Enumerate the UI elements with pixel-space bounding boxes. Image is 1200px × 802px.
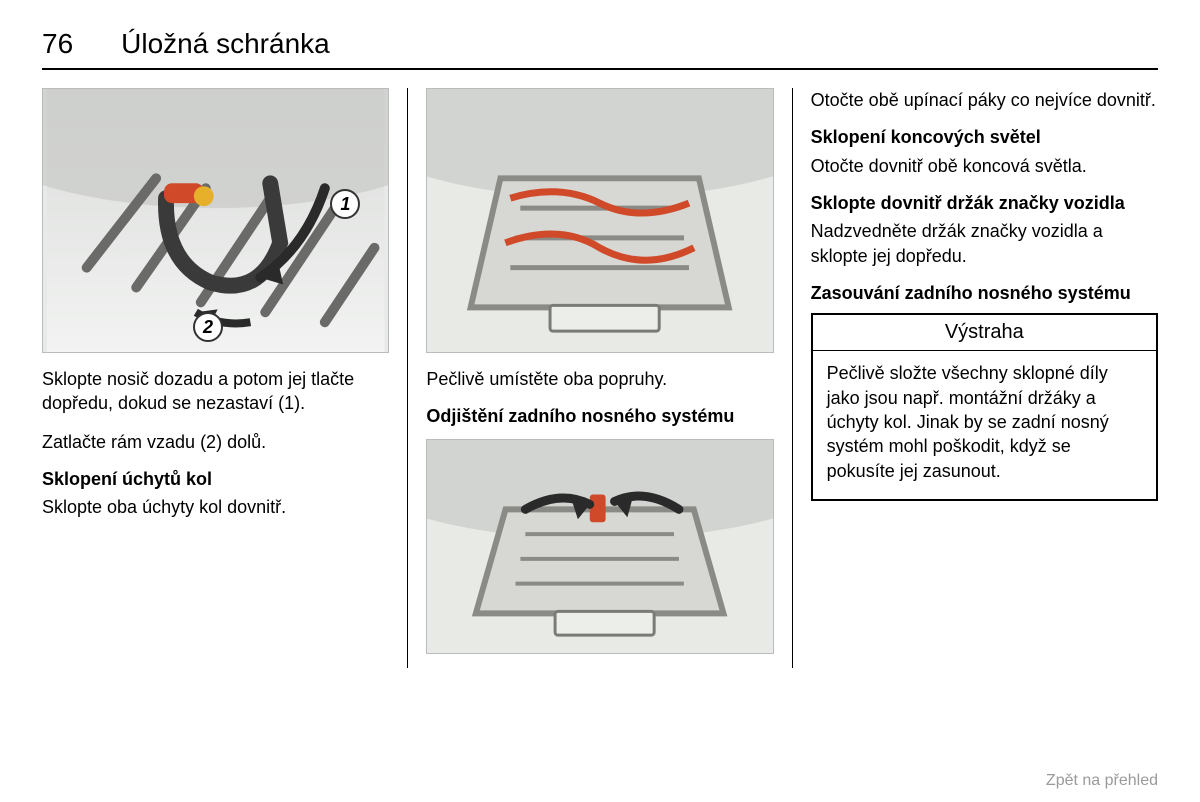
warning-body: Pečlivě složte všechny sklopné díly jako… (813, 351, 1156, 498)
column-2: Pečlivě umístěte oba popruhy. Odjištění … (407, 88, 791, 668)
col1-para-3: Sklopte oba úchyty kol dovnitř. (42, 495, 389, 519)
illustration-straps-icon (427, 89, 772, 352)
figure-1: 1 2 (42, 88, 389, 353)
col3-para-2: Otočte dovnitř obě koncová světla. (811, 154, 1158, 178)
illustration-bracket-icon (43, 89, 388, 352)
col2-para-1: Pečlivě umístěte oba popruhy. (426, 367, 773, 391)
back-to-overview-link[interactable]: Zpět na přehled (1046, 772, 1158, 790)
col1-para-1: Sklopte nosič dozadu a potom jej tlačte … (42, 367, 389, 416)
page-header: 76 Úložná schránka (42, 28, 1158, 70)
col2-heading-1: Odjištění zadního nosného systému (426, 405, 773, 428)
col3-heading-2: Sklopte dovnitř držák značky vozidla (811, 192, 1158, 215)
warning-box: Výstraha Pečlivě složte všechny sklopné … (811, 313, 1158, 500)
col1-heading-1: Sklopení úchytů kol (42, 468, 389, 491)
col3-para-1: Otočte obě upínací páky co nejvíce dovni… (811, 88, 1158, 112)
figure-3 (426, 439, 773, 654)
col3-heading-1: Sklopení koncových světel (811, 126, 1158, 149)
page-title: Úložná schránka (121, 28, 330, 60)
page: 76 Úložná schránka (0, 0, 1200, 802)
figure-2 (426, 88, 773, 353)
col1-para-2: Zatlačte rám vzadu (2) dolů. (42, 430, 389, 454)
col3-heading-3: Zasouvání zadního nosného systému (811, 282, 1158, 305)
columns: 1 2 Sklopte nosič dozadu a potom jej tla… (42, 88, 1158, 668)
column-1: 1 2 Sklopte nosič dozadu a potom jej tla… (42, 88, 407, 668)
warning-title: Výstraha (813, 315, 1156, 351)
page-number: 76 (42, 28, 73, 60)
illustration-unlock-icon (427, 440, 772, 653)
col3-para-3: Nadzvedněte držák značky vozidla a sklop… (811, 219, 1158, 268)
callout-2: 2 (193, 312, 223, 342)
column-3: Otočte obě upínací páky co nejvíce dovni… (792, 88, 1158, 668)
